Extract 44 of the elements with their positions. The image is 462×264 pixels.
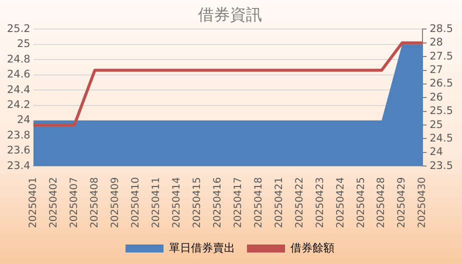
- x-tick-label: 20250421: [274, 177, 285, 228]
- y2-tick-label: 23.5: [430, 160, 454, 172]
- y2-tick-label: 24.5: [430, 132, 454, 144]
- x-tick-label: 20250422: [294, 177, 306, 228]
- x-tick-label: 20250407: [68, 177, 80, 228]
- y2-tick-label: 27.5: [430, 50, 454, 62]
- x-tick-label: 20250401: [28, 177, 39, 228]
- y2-tick-label: 28.5: [430, 22, 454, 35]
- y-tick-label: 23.8: [6, 129, 30, 142]
- x-tick-label: 20250430: [417, 177, 428, 228]
- legend-label: 單日借券賣出: [169, 241, 235, 254]
- y2-tick-label: 26: [430, 91, 444, 104]
- y-tick-label: 24.8: [6, 53, 30, 66]
- y-tick-label: 24.4: [6, 84, 31, 96]
- x-tick-label: 20250411: [150, 177, 162, 228]
- x-tick-label: 20250428: [376, 177, 388, 228]
- x-tick-label: 20250418: [253, 177, 264, 228]
- x-tick-label: 20250424: [335, 177, 346, 228]
- x-tick-label: 20250423: [314, 177, 326, 228]
- x-tick-label: 20250429: [396, 177, 408, 228]
- y-tick-label: 23.6: [6, 144, 31, 157]
- x-tick-label: 20250414: [171, 177, 182, 228]
- y2-tick-label: 25: [430, 118, 443, 131]
- y2-tick-label: 26.5: [430, 78, 454, 90]
- y-tick-label: 25: [17, 38, 30, 50]
- legend-label: 借券餘額: [290, 241, 334, 254]
- x-tick-label: 20250410: [130, 177, 142, 228]
- y-tick-label: 24.2: [6, 98, 30, 111]
- y2-tick-label: 24: [430, 146, 444, 158]
- x-tick-label: 20250416: [212, 177, 224, 228]
- y2-tick-label: 25.5: [430, 105, 454, 118]
- x-tick-label: 20250402: [48, 177, 60, 228]
- x-tick-label: 20250415: [192, 177, 203, 228]
- x-tick-label: 20250409: [110, 177, 121, 228]
- y-tick-label: 23.4: [6, 160, 31, 172]
- y-tick-label: 25.2: [6, 22, 30, 35]
- y-tick-label: 24: [17, 114, 31, 126]
- x-tick-label: 20250425: [356, 177, 367, 228]
- y2-tick-label: 28: [430, 36, 443, 49]
- y-tick-label: 24.6: [6, 68, 31, 81]
- chart-title: 借券資訊: [198, 4, 262, 24]
- y2-tick-label: 27: [430, 64, 443, 76]
- x-tick-label: 20250408: [89, 177, 100, 228]
- x-tick-label: 20250417: [232, 177, 244, 228]
